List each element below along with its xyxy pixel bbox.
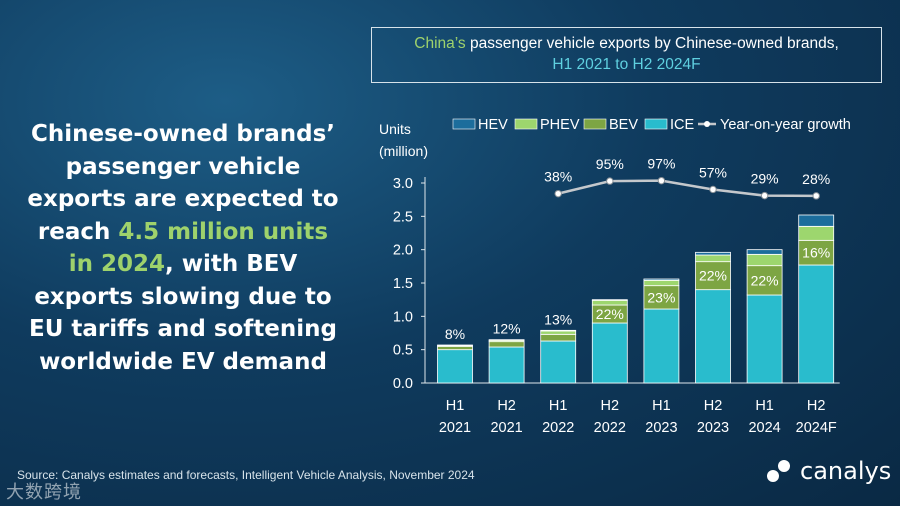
bev-share-label: 12% [493, 321, 521, 337]
bar-segment-hev [488, 339, 525, 341]
bar-segment-phev [540, 330, 577, 335]
bev-share-label: 22% [596, 306, 624, 322]
legend-swatch-hev [452, 118, 476, 130]
chart-title-box: China’s passenger vehicle exports by Chi… [371, 27, 882, 83]
y-axis-label-line2: (million) [379, 143, 428, 159]
bev-share-label: 13% [544, 311, 572, 327]
bar-segment-phev [746, 253, 783, 267]
x-tick-label-half: H1 [652, 398, 671, 414]
source-note: Source: Canalys estimates and forecasts,… [17, 468, 475, 482]
legend-swatch-ice [644, 118, 668, 130]
x-tick-label-year: 2022 [594, 420, 626, 436]
bar-segment-hev [437, 344, 473, 347]
bar-segment-bev [746, 265, 783, 296]
bar-segment-ice [695, 289, 731, 384]
bar-segment-bev [540, 333, 577, 342]
chart-title-line2: H1 2021 to H2 2024F [552, 56, 701, 73]
legend-swatch-growth-dot [704, 121, 710, 127]
y-tick-label: 1.0 [393, 309, 413, 325]
legend-swatch-phev [514, 118, 538, 130]
growth-label: 57% [699, 164, 727, 180]
bar-segment-ice [437, 349, 473, 384]
legend-label-growth: Year-on-year growth [720, 117, 851, 133]
headline: Chinese-owned brands’ passenger vehicle … [22, 118, 344, 378]
growth-label: 28% [802, 171, 830, 187]
y-tick-label: 1.5 [393, 276, 413, 292]
bev-share-label: 8% [445, 326, 465, 342]
x-tick-label-year: 2024 [748, 420, 780, 436]
bev-share-label: 22% [699, 268, 727, 284]
headline-text-2: , with BEV exports slowing due to EU tar… [28, 251, 338, 375]
x-tick-label-year: 2021 [490, 420, 522, 436]
growth-line [557, 179, 817, 198]
growth-point [657, 176, 666, 185]
bar-segment-ice [643, 308, 680, 384]
bar-segment-bev [695, 261, 731, 291]
x-tick-label-year: 2022 [542, 420, 574, 436]
growth-label: 29% [751, 171, 779, 187]
x-tick-label-half: H2 [497, 398, 516, 414]
bar-segment-ice [746, 294, 783, 384]
bar-segment-hev [591, 299, 628, 301]
legend-label-bev: BEV [609, 117, 638, 133]
bar-segment-phev [591, 299, 628, 306]
bar-segment-phev [798, 225, 835, 241]
x-tick-label-half: H1 [446, 398, 465, 414]
growth-label: 38% [544, 169, 572, 185]
y-tick-label: 0.5 [393, 343, 413, 359]
bar-segment-bev [437, 345, 473, 351]
bev-share-label: 22% [751, 272, 779, 288]
bar-segment-ice [798, 264, 835, 384]
bar-segment-phev [695, 254, 731, 263]
growth-point [812, 192, 820, 200]
growth-label: 95% [596, 156, 624, 172]
y-tick-label: 2.5 [393, 209, 413, 225]
x-tick-label-half: H2 [704, 398, 723, 414]
canalys-logo-icon [767, 460, 790, 482]
y-tick-label: 2.0 [393, 243, 413, 259]
bar-segment-ice [488, 346, 525, 384]
x-tick-label-half: H1 [755, 398, 774, 414]
bar-segment-ice [540, 340, 577, 384]
growth-label: 97% [647, 156, 675, 172]
bev-share-label: 16% [802, 245, 830, 261]
bar-segment-phev [643, 279, 680, 287]
y-axis-label-line1: Units [379, 121, 411, 137]
bar-segment-ice [591, 322, 628, 384]
x-tick-label-year: 2021 [439, 420, 471, 436]
y-tick-label: 3.0 [393, 176, 413, 192]
headline-text-1: Chinese-owned brands’ passenger vehicle … [27, 121, 339, 245]
chart-title-rest: passenger vehicle exports by Chinese-own… [465, 35, 839, 52]
legend-label-phev: PHEV [540, 117, 580, 133]
growth-point [760, 191, 769, 200]
x-tick-label-half: H1 [549, 398, 568, 414]
logo-text: canalys [800, 457, 892, 485]
bar-segment-hev [643, 278, 680, 281]
growth-point [709, 185, 717, 194]
chart-title-line1: China’s passenger vehicle exports by Chi… [372, 33, 881, 54]
x-tick-label-year: 2024F [796, 420, 837, 436]
x-tick-label-year: 2023 [645, 420, 677, 436]
bar-segment-bev [798, 239, 835, 266]
growth-point [554, 189, 562, 198]
x-tick-label-half: H2 [807, 398, 826, 414]
legend-label-ice: ICE [670, 117, 695, 133]
x-tick-label-year: 2023 [697, 420, 729, 436]
legend-label-hev: HEV [478, 117, 508, 133]
y-tick-label: 0.0 [393, 376, 413, 392]
headline-highlight: 4.5 million units in 2024 [68, 218, 329, 278]
x-tick-label-half: H2 [601, 398, 620, 414]
bar-segment-hev [695, 251, 731, 256]
growth-point [606, 177, 614, 185]
watermark: 大数跨境 [6, 482, 82, 503]
bar-segment-hev [746, 249, 783, 255]
bar-segment-hev [540, 329, 577, 332]
bar-segment-hev [798, 214, 835, 227]
bar-segment-bev [488, 341, 525, 348]
canalys-logo: canalys [764, 456, 891, 486]
legend-swatch-bev [583, 118, 607, 130]
bev-share-label: 23% [647, 289, 675, 305]
chart-title-accent: China’s [414, 35, 466, 52]
